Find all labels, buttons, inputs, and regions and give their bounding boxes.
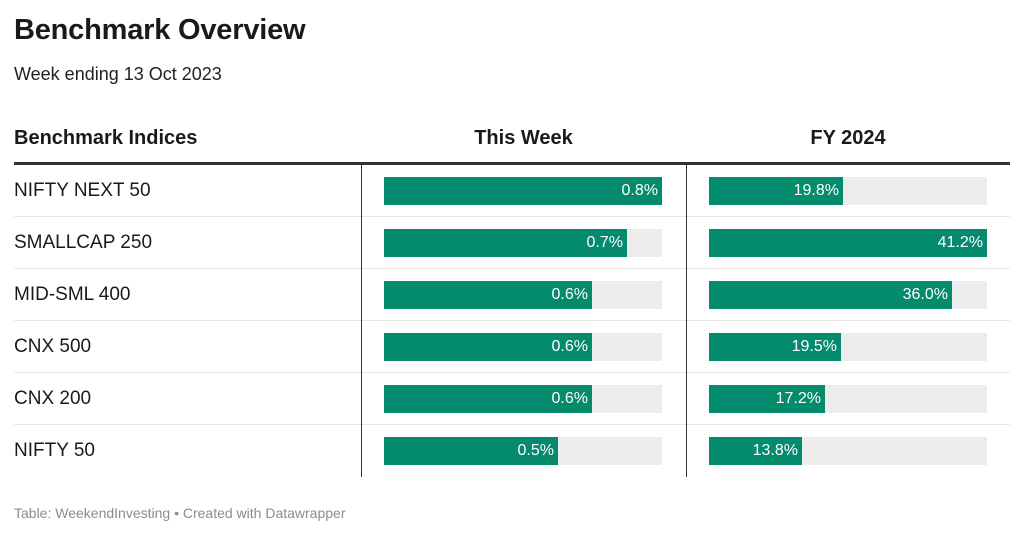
fy-bar [709, 385, 825, 413]
week-bar-track: 0.6% [384, 333, 662, 361]
table-row: CNX 200 0.6% 17.2% [14, 373, 1010, 425]
table-header: Benchmark Indices This Week FY 2024 [14, 125, 1010, 163]
week-bar-track: 0.5% [384, 437, 662, 465]
fy-value-label: 41.2% [937, 234, 983, 251]
source-footer: Table: WeekendInvesting • Created with D… [14, 505, 346, 521]
fy-value-label: 17.2% [775, 390, 821, 407]
fy-bar-track: 19.8% [709, 177, 987, 205]
fy-value-label: 19.8% [793, 182, 839, 199]
week-bar [384, 229, 627, 257]
week-value-label: 0.6% [551, 338, 588, 355]
column-separator-week [361, 165, 362, 477]
week-bar [384, 177, 662, 205]
week-value-label: 0.8% [621, 182, 658, 199]
fy-bar-track: 19.5% [709, 333, 987, 361]
fy-bar-track: 17.2% [709, 385, 987, 413]
week-bar-track: 0.7% [384, 229, 662, 257]
week-bar [384, 385, 592, 413]
fy-value-label: 19.5% [791, 338, 837, 355]
fy-bar [709, 333, 841, 361]
week-value-label: 0.5% [517, 442, 554, 459]
week-value-label: 0.7% [586, 234, 623, 251]
fy-bar-track: 36.0% [709, 281, 987, 309]
week-bar [384, 437, 558, 465]
header-benchmark-indices: Benchmark Indices [14, 127, 198, 149]
table-row: NIFTY NEXT 50 0.8% 19.8% [14, 165, 1010, 217]
row-label: CNX 500 [14, 336, 92, 357]
week-bar-track: 0.6% [384, 281, 662, 309]
row-label: NIFTY 50 [14, 440, 95, 461]
fy-bar-track: 41.2% [709, 229, 987, 257]
column-separator-fy [686, 165, 687, 477]
table-body: NIFTY NEXT 50 0.8% 19.8% SMALLCAP 250 0.7% 41… [14, 165, 1010, 477]
row-label: MID-SML 400 [14, 284, 131, 305]
fy-bar [709, 177, 843, 205]
fy-bar [709, 437, 802, 465]
header-rule [14, 162, 1010, 165]
table-row: SMALLCAP 250 0.7% 41.2% [14, 217, 1010, 269]
chart-subtitle: Week ending 13 Oct 2023 [14, 64, 222, 84]
row-label: CNX 200 [14, 388, 92, 409]
fy-bar [709, 229, 987, 257]
table-row: CNX 500 0.6% 19.5% [14, 321, 1010, 373]
fy-value-label: 36.0% [902, 286, 948, 303]
table-row: MID-SML 400 0.6% 36.0% [14, 269, 1010, 321]
chart-title: Benchmark Overview [14, 14, 306, 46]
week-bar-track: 0.8% [384, 177, 662, 205]
week-bar-track: 0.6% [384, 385, 662, 413]
week-bar [384, 281, 592, 309]
fy-bar-track: 13.8% [709, 437, 987, 465]
header-fy-2024: FY 2024 [810, 127, 886, 149]
table-row: NIFTY 50 0.5% 13.8% [14, 425, 1010, 477]
row-label: NIFTY NEXT 50 [14, 180, 151, 201]
fy-bar [709, 281, 952, 309]
row-label: SMALLCAP 250 [14, 232, 153, 253]
week-value-label: 0.6% [551, 286, 588, 303]
fy-value-label: 13.8% [752, 442, 798, 459]
header-this-week: This Week [474, 127, 573, 149]
week-value-label: 0.6% [551, 390, 588, 407]
week-bar [384, 333, 592, 361]
